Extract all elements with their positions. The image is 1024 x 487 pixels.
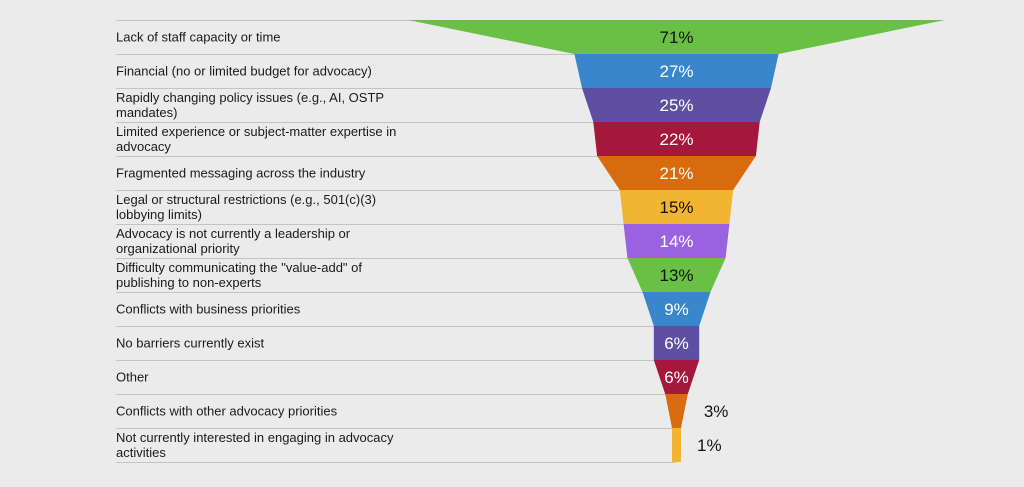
category-label: advocacy — [116, 139, 171, 154]
funnel-segment — [653, 360, 700, 394]
funnel-segment — [582, 88, 771, 122]
category-label: Conflicts with other advocacy priorities — [116, 404, 338, 419]
category-label: Advocacy is not currently a leadership o… — [116, 226, 351, 241]
category-label: Not currently interested in engaging in … — [116, 430, 394, 445]
value-label: 14% — [659, 232, 693, 251]
value-label: 15% — [659, 198, 693, 217]
value-label: 6% — [664, 334, 689, 353]
category-label: Difficulty communicating the "value-add"… — [116, 260, 362, 275]
category-label: Fragmented messaging across the industry — [116, 166, 366, 181]
category-label: organizational priority — [116, 241, 240, 256]
category-label: Conflicts with business priorities — [116, 302, 301, 317]
funnel-segment — [623, 224, 730, 258]
funnel-segment — [672, 428, 681, 462]
category-label: Legal or structural restrictions (e.g., … — [116, 192, 376, 207]
funnel-segment — [627, 258, 726, 292]
category-label: Other — [116, 370, 149, 385]
category-label: No barriers currently exist — [116, 336, 264, 351]
category-label: Rapidly changing policy issues (e.g., AI… — [116, 90, 384, 105]
funnel-segment — [408, 20, 945, 54]
funnel-segment — [597, 156, 756, 190]
funnel-segment — [593, 122, 760, 156]
category-label: Limited experience or subject-matter exp… — [116, 124, 396, 139]
category-label: lobbying limits) — [116, 207, 202, 222]
category-label: publishing to non-experts — [116, 275, 262, 290]
value-label: 3% — [704, 402, 729, 421]
value-label: 9% — [664, 300, 689, 319]
category-label: activities — [116, 445, 166, 460]
value-label: 71% — [659, 28, 693, 47]
funnel-segment — [653, 326, 700, 360]
value-label: 27% — [659, 62, 693, 81]
funnel-segment — [642, 292, 711, 326]
category-label: Financial (no or limited budget for advo… — [116, 64, 372, 79]
funnel-segment — [619, 190, 734, 224]
value-label: 22% — [659, 130, 693, 149]
category-label: mandates) — [116, 105, 177, 120]
value-label: 13% — [659, 266, 693, 285]
category-label: Lack of staff capacity or time — [116, 30, 281, 45]
value-label: 1% — [697, 436, 722, 455]
value-label: 25% — [659, 96, 693, 115]
funnel-segment — [574, 54, 779, 88]
value-label: 21% — [659, 164, 693, 183]
funnel-segment — [665, 394, 688, 428]
value-label: 6% — [664, 368, 689, 387]
